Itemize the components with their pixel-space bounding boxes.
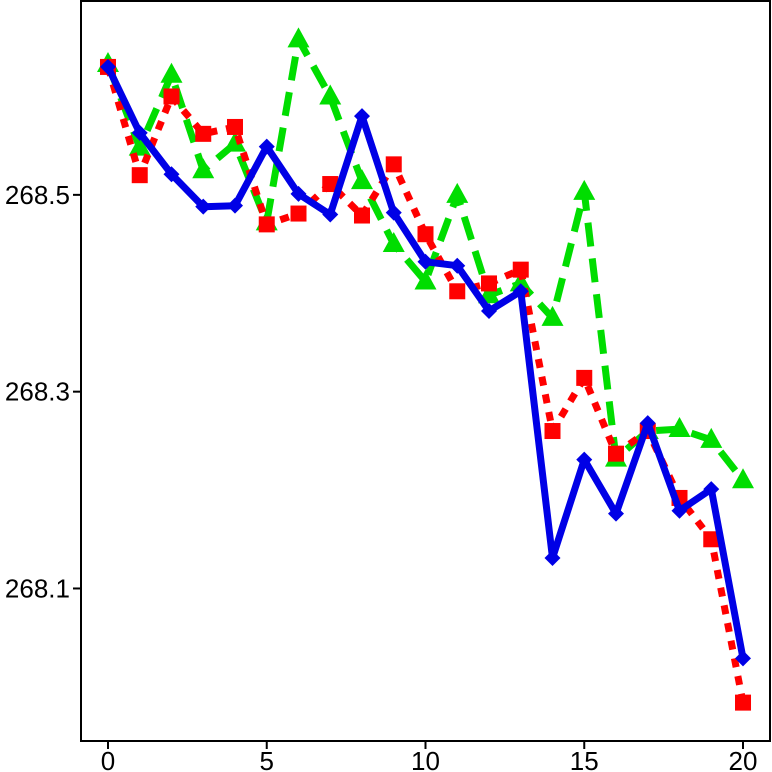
data-point-square bbox=[322, 176, 339, 193]
data-point-diamond bbox=[163, 166, 180, 183]
y-tick-label: 268.5 bbox=[5, 180, 70, 210]
data-point-square bbox=[608, 445, 625, 462]
data-point-diamond bbox=[131, 124, 148, 141]
data-point-diamond bbox=[512, 283, 529, 300]
data-point-diamond bbox=[258, 138, 275, 155]
data-point-diamond bbox=[417, 253, 434, 270]
data-point-diamond bbox=[322, 206, 339, 223]
series-diamond bbox=[99, 58, 752, 667]
y-tick-label: 268.1 bbox=[5, 573, 70, 603]
data-point-diamond bbox=[99, 58, 116, 75]
data-point-diamond bbox=[544, 549, 561, 566]
data-point-triangle bbox=[192, 158, 215, 179]
data-point-triangle bbox=[414, 269, 437, 290]
data-point-square bbox=[353, 207, 370, 224]
data-point-square bbox=[290, 205, 307, 222]
data-point-square bbox=[417, 226, 434, 243]
x-tick-label: 0 bbox=[101, 746, 115, 772]
data-point-diamond bbox=[385, 204, 402, 221]
data-point-diamond bbox=[576, 451, 593, 468]
data-point-triangle bbox=[573, 179, 596, 200]
data-point-diamond bbox=[449, 257, 466, 274]
y-axis: 268.1 268.3 268.5 bbox=[5, 180, 81, 603]
data-point-square bbox=[226, 118, 243, 135]
data-point-square bbox=[195, 125, 212, 142]
data-point-triangle bbox=[223, 131, 246, 152]
y-tick-label: 268.3 bbox=[5, 377, 70, 407]
data-point-diamond bbox=[639, 415, 656, 432]
data-point-diamond bbox=[290, 185, 307, 202]
data-point-diamond bbox=[195, 198, 212, 215]
data-point-square bbox=[576, 369, 593, 386]
data-point-square bbox=[163, 88, 180, 105]
data-point-diamond bbox=[353, 108, 370, 125]
data-point-square bbox=[481, 275, 498, 292]
x-axis: 0 5 10 15 20 bbox=[101, 741, 758, 772]
data-point-triangle bbox=[382, 232, 405, 253]
data-point-triangle bbox=[287, 27, 310, 48]
series-line bbox=[104, 65, 747, 704]
data-point-square bbox=[512, 261, 529, 278]
data-point-square bbox=[735, 694, 752, 711]
data-point-square bbox=[703, 531, 720, 548]
data-point-triangle bbox=[350, 169, 373, 190]
data-point-triangle bbox=[319, 84, 342, 105]
x-tick-label: 10 bbox=[411, 746, 440, 772]
data-point-square bbox=[449, 283, 466, 300]
data-point-triangle bbox=[732, 468, 755, 489]
data-point-triangle bbox=[160, 62, 183, 83]
data-point-diamond bbox=[481, 302, 498, 319]
data-point-triangle bbox=[700, 427, 723, 448]
series-square bbox=[99, 58, 752, 711]
data-point-diamond bbox=[226, 197, 243, 214]
data-point-diamond bbox=[608, 505, 625, 522]
data-point-triangle bbox=[446, 182, 469, 203]
data-point-diamond bbox=[671, 502, 688, 519]
data-point-diamond bbox=[735, 650, 752, 667]
data-point-square bbox=[131, 167, 148, 184]
data-point-square bbox=[258, 216, 275, 233]
x-tick-label: 15 bbox=[570, 746, 599, 772]
data-point-triangle bbox=[541, 305, 564, 326]
data-point-square bbox=[385, 156, 402, 173]
data-point-diamond bbox=[703, 481, 720, 498]
x-tick-label: 20 bbox=[729, 746, 758, 772]
data-point-triangle bbox=[668, 417, 691, 438]
series-layer bbox=[96, 27, 755, 711]
data-point-triangle bbox=[128, 135, 151, 156]
data-point-triangle bbox=[509, 271, 532, 292]
data-point-square bbox=[544, 423, 561, 440]
x-tick-label: 5 bbox=[260, 746, 274, 772]
